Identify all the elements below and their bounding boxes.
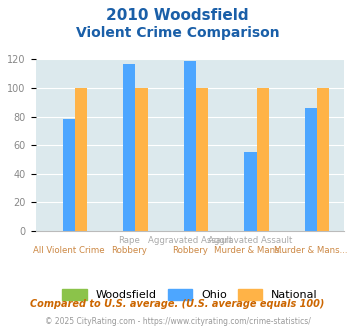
Text: Aggravated Assault: Aggravated Assault	[208, 236, 293, 245]
Bar	[63, 119, 75, 231]
Text: © 2025 CityRating.com - https://www.cityrating.com/crime-statistics/: © 2025 CityRating.com - https://www.city…	[45, 317, 310, 326]
Bar	[184, 61, 196, 231]
Text: All Violent Crime: All Violent Crime	[33, 246, 105, 255]
Bar	[305, 108, 317, 231]
Bar	[317, 88, 329, 231]
Text: 2010 Woodsfield: 2010 Woodsfield	[106, 8, 249, 23]
Bar	[135, 88, 148, 231]
Text: Robbery: Robbery	[172, 246, 208, 255]
Text: Rape: Rape	[119, 236, 140, 245]
Text: Compared to U.S. average. (U.S. average equals 100): Compared to U.S. average. (U.S. average …	[30, 299, 325, 309]
Text: Murder & Mans...: Murder & Mans...	[214, 246, 287, 255]
Bar	[75, 88, 87, 231]
Bar	[257, 88, 269, 231]
Legend: Woodsfield, Ohio, National: Woodsfield, Ohio, National	[58, 284, 322, 305]
Text: Murder & Mans...: Murder & Mans...	[274, 246, 348, 255]
Bar	[123, 64, 135, 231]
Bar	[196, 88, 208, 231]
Text: Violent Crime Comparison: Violent Crime Comparison	[76, 26, 279, 40]
Text: Robbery: Robbery	[111, 246, 147, 255]
Bar	[245, 152, 257, 231]
Text: Aggravated Assault: Aggravated Assault	[148, 236, 232, 245]
